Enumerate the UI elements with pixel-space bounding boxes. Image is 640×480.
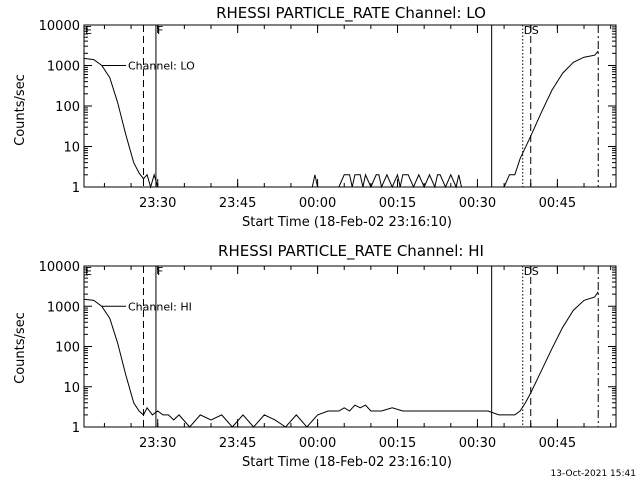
x-tick-label: 00:30 — [459, 436, 496, 451]
x-tick-label: 00:15 — [379, 196, 416, 211]
marker-label: E — [85, 265, 92, 278]
series-line — [83, 50, 599, 189]
x-axis-label: Start Time (18-Feb-02 23:16:10) — [242, 215, 452, 230]
y-tick-label: 1 — [72, 181, 80, 196]
x-tick-label: 23:30 — [139, 436, 176, 451]
legend-entry: Channel: HI — [128, 300, 192, 313]
y-tick-label: 100 — [55, 100, 80, 115]
marker-label: E — [85, 24, 92, 37]
series-line — [83, 291, 599, 428]
chart-panel-hi: RHESSI PARTICLE_RATE Channel: HI Counts/… — [13, 242, 617, 470]
y-tick-label: 100 — [55, 341, 80, 356]
y-tick-label: 10000 — [39, 19, 80, 34]
marker-label: S — [532, 24, 539, 37]
x-tick-label: 00:15 — [379, 436, 416, 451]
plot-frame — [83, 24, 617, 188]
y-tick-label: 1 — [72, 421, 80, 436]
y-tick-label: 1000 — [47, 60, 80, 75]
x-axis-label: Start Time (18-Feb-02 23:16:10) — [242, 455, 452, 470]
y-tick-label: 1000 — [47, 300, 80, 315]
marker-label: F — [157, 265, 163, 278]
marker-label: F — [157, 24, 163, 37]
x-tick-label: 00:00 — [299, 436, 336, 451]
marker-label: S — [532, 265, 539, 278]
marker-label: D — [524, 24, 532, 37]
x-tick-label: 00:00 — [299, 196, 336, 211]
x-tick-label: 23:30 — [139, 196, 176, 211]
marker-label: D — [524, 265, 532, 278]
y-tick-label: 10000 — [39, 260, 80, 275]
y-axis-label: Counts/sec — [13, 312, 28, 384]
chart-title: RHESSI PARTICLE_RATE Channel: LO — [216, 4, 486, 23]
x-tick-label: 23:45 — [219, 196, 256, 211]
y-axis-label: Counts/sec — [13, 74, 28, 146]
x-tick-label: 00:45 — [539, 196, 576, 211]
y-tick-label: 10 — [63, 381, 80, 396]
plot-frame — [83, 265, 617, 428]
y-tick-label: 10 — [63, 141, 80, 156]
x-tick-label: 23:45 — [219, 436, 256, 451]
x-tick-label: 00:30 — [459, 196, 496, 211]
legend-entry: Channel: LO — [128, 60, 195, 73]
chart-panel-lo: RHESSI PARTICLE_RATE Channel: LO Counts/… — [13, 4, 617, 230]
x-tick-label: 00:45 — [539, 436, 576, 451]
chart-title: RHESSI PARTICLE_RATE Channel: HI — [218, 242, 484, 261]
date-stamp: 13-Oct-2021 15:41 — [551, 469, 636, 479]
